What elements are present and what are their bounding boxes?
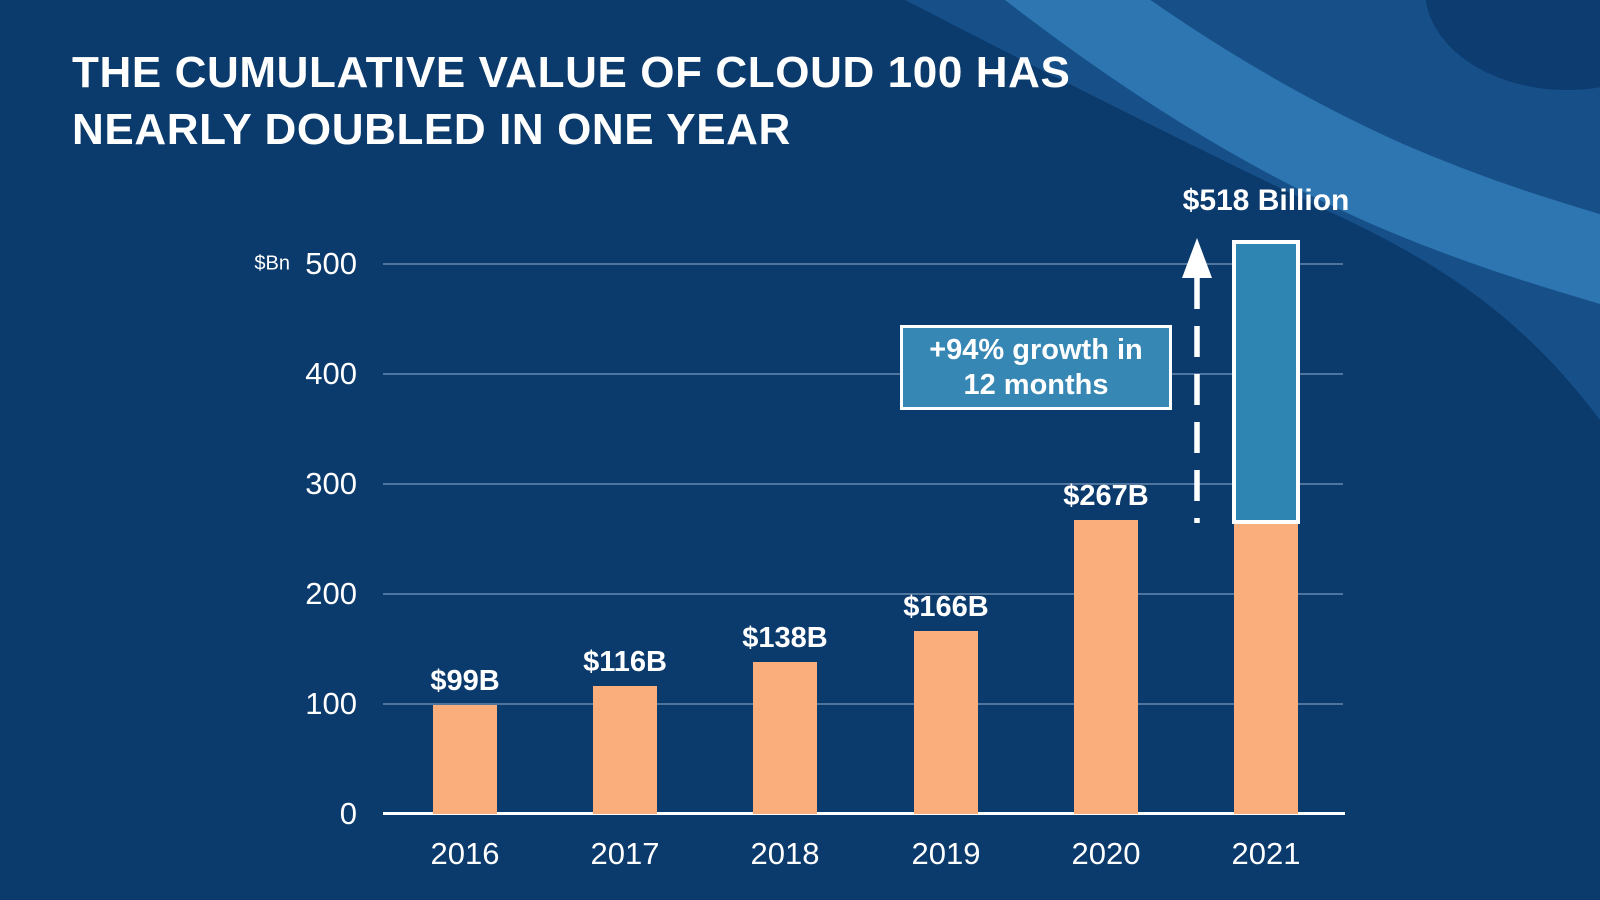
x-label-2020: 2020 xyxy=(1071,836,1141,871)
title-line-1: THE CUMULATIVE VALUE OF CLOUD 100 HAS xyxy=(72,48,1071,97)
value-label-2019: $166B xyxy=(903,591,989,624)
title-line-2: NEARLY DOUBLED IN ONE YEAR xyxy=(72,105,791,154)
gridline-300 xyxy=(383,483,1343,485)
bar-2016 xyxy=(433,705,497,814)
gridline-100 xyxy=(383,703,1343,705)
y-tick-100: 100 xyxy=(305,686,357,721)
value-label-2021: $518 Billion xyxy=(1182,184,1350,218)
x-label-2019: 2019 xyxy=(911,836,981,871)
value-label-2018: $138B xyxy=(742,622,828,655)
y-tick-0: 0 xyxy=(339,796,357,831)
y-axis-unit-label: $Bn xyxy=(254,252,290,275)
x-label-2018: 2018 xyxy=(750,836,820,871)
y-tick-500: 500 xyxy=(305,246,357,281)
gridline-200 xyxy=(383,593,1343,595)
bar-2020 xyxy=(1074,520,1138,814)
page-title: THE CUMULATIVE VALUE OF CLOUD 100 HAS NE… xyxy=(72,44,1070,158)
bar-2018 xyxy=(753,662,817,814)
annotation-line-1: +94% growth in xyxy=(929,333,1143,366)
growth-arrow xyxy=(1182,238,1212,523)
x-axis-line xyxy=(383,812,1345,815)
x-label-2021: 2021 xyxy=(1231,836,1301,871)
y-tick-300: 300 xyxy=(305,466,357,501)
bar-2021-base-segment xyxy=(1234,520,1298,814)
y-tick-200: 200 xyxy=(305,576,357,611)
bar-2017 xyxy=(593,686,657,814)
arrow-head-icon xyxy=(1182,238,1212,278)
gridline-500 xyxy=(383,263,1343,265)
value-label-2017: $116B xyxy=(583,646,667,679)
value-label-2020: $267B xyxy=(1063,480,1149,513)
value-label-2016: $99B xyxy=(430,665,500,698)
bar-2021-growth-segment xyxy=(1232,240,1300,525)
growth-annotation-box: +94% growth in 12 months xyxy=(900,325,1172,410)
y-tick-400: 400 xyxy=(305,356,357,391)
annotation-line-2: 12 months xyxy=(963,368,1109,401)
bar-2019 xyxy=(914,631,978,814)
x-label-2016: 2016 xyxy=(430,836,500,871)
x-label-2017: 2017 xyxy=(590,836,660,871)
gridline-400 xyxy=(383,373,1343,375)
